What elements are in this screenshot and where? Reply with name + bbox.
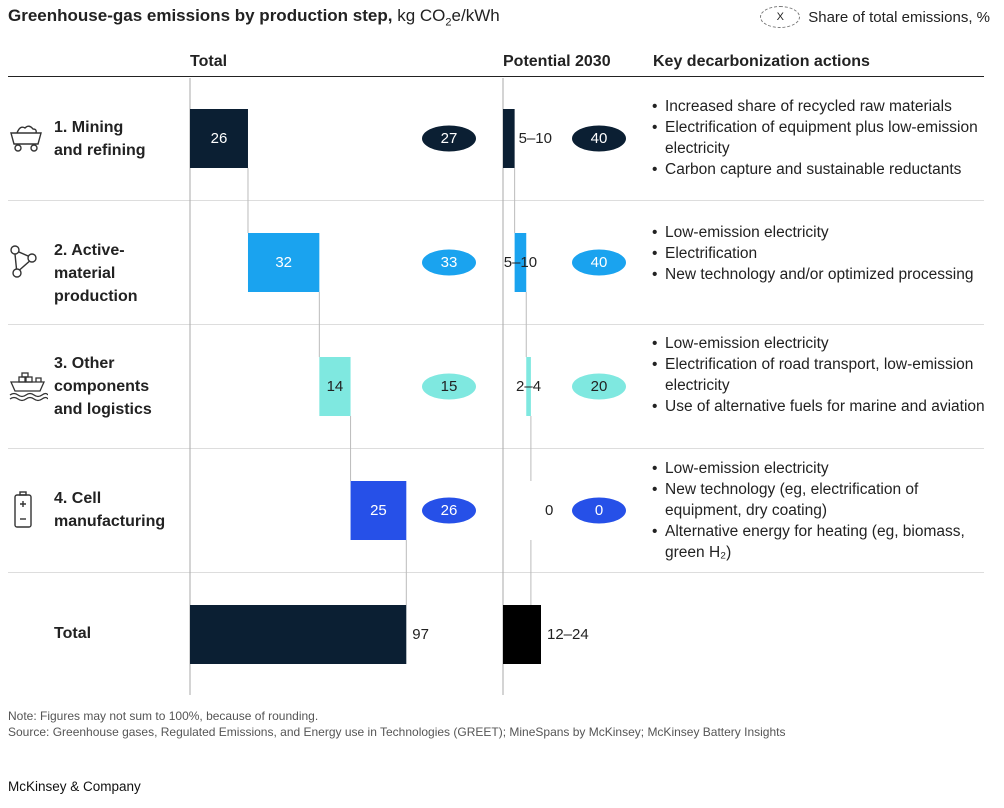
potential-label: 5–10 <box>504 254 537 271</box>
footnote: Note: Figures may not sum to 100%, becau… <box>8 709 319 723</box>
column-header-potential: Potential 2030 <box>503 53 611 70</box>
chart-title-unit: kg CO2e/kWh <box>397 6 500 29</box>
battery-icon <box>14 491 32 528</box>
row-separator <box>8 324 984 325</box>
actions-mining: Increased share of recycled raw material… <box>652 96 992 180</box>
potential-total-label: 12–24 <box>547 626 589 643</box>
potential-share-pill <box>572 373 626 400</box>
total-label: Total <box>54 625 92 642</box>
step-label-mining: 1. Mining and refining <box>54 119 146 159</box>
share-pill-label: 15 <box>441 378 458 395</box>
potential-label: 5–10 <box>519 130 552 147</box>
share-pill <box>422 249 476 276</box>
action-item: Alternative energy for heating (eg, biom… <box>652 521 992 563</box>
source-note: Source: Greenhouse gases, Regulated Emis… <box>8 725 786 739</box>
legend-label: Share of total emissions, % <box>808 8 990 26</box>
column-header-actions: Key decarbonization actions <box>653 53 870 70</box>
chart-title: Greenhouse-gas emissions by production s… <box>8 6 500 28</box>
potential-share-label: 40 <box>591 130 608 147</box>
total-bar-label: 14 <box>327 378 344 395</box>
actions-active-material: Low-emission electricity Electrification… <box>652 222 992 285</box>
share-pill <box>422 497 476 524</box>
total-bar-sum <box>190 605 407 664</box>
action-item: New technology and/or optimized processi… <box>652 264 992 285</box>
total-bar <box>190 109 248 168</box>
potential-share-pill <box>572 497 626 524</box>
potential-share-pill <box>572 125 626 152</box>
action-item: Electrification of equipment plus low-em… <box>652 117 992 159</box>
action-item: Increased share of recycled raw material… <box>652 96 992 117</box>
legend: X Share of total emissions, % <box>760 6 990 28</box>
potential-share-label: 40 <box>591 254 608 271</box>
total-bar-label: 25 <box>370 502 387 519</box>
share-pill-label: 26 <box>441 502 458 519</box>
actions-components: Low-emission electricity Electrification… <box>652 333 992 417</box>
action-item: New technology (eg, electrification of e… <box>652 479 992 521</box>
action-item: Electrification of road transport, low-e… <box>652 354 992 396</box>
share-pill-label: 27 <box>441 130 458 147</box>
mining-cart-icon <box>10 125 42 152</box>
potential-total-bar <box>503 605 541 664</box>
brand-logo: McKinsey & Company <box>8 779 141 794</box>
action-item: Low-emission electricity <box>652 222 992 243</box>
action-item: Carbon capture and sustainable reductant… <box>652 159 992 180</box>
potential-label: 0 <box>545 502 553 519</box>
potential-label: 2–4 <box>516 378 541 395</box>
total-bar <box>350 481 407 540</box>
chart-title-main: Greenhouse-gas emissions by production s… <box>8 6 393 25</box>
potential-share-label: 20 <box>591 378 608 395</box>
potential-bar <box>503 109 515 168</box>
step-label-components: 3. Other components and logistics <box>54 355 152 418</box>
potential-bar <box>514 233 527 292</box>
action-item: Electrification <box>652 243 992 264</box>
step-label-cell: 4. Cell manufacturing <box>54 490 166 530</box>
total-bar <box>319 357 351 416</box>
column-header-total: Total <box>190 53 228 70</box>
legend-marker: X <box>760 6 801 28</box>
total-bar-label: 26 <box>211 130 228 147</box>
action-item: Low-emission electricity <box>652 333 992 354</box>
action-item: Use of alternative fuels for marine and … <box>652 396 992 417</box>
potential-share-label: 0 <box>595 502 603 519</box>
header-rule <box>8 76 984 77</box>
share-pill <box>422 125 476 152</box>
cargo-ship-icon <box>9 372 48 402</box>
row-separator <box>8 448 984 449</box>
share-pill-label: 33 <box>441 254 458 271</box>
total-bar-label: 32 <box>275 254 292 271</box>
share-pill <box>422 373 476 400</box>
step-label-active-material: 2. Active-material production <box>54 242 138 305</box>
actions-cell: Low-emission electricity New technology … <box>652 458 992 563</box>
row-separator <box>8 200 984 201</box>
potential-share-pill <box>572 249 626 276</box>
potential-bar <box>526 357 531 416</box>
total-bar <box>247 233 320 292</box>
row-separator <box>8 572 984 573</box>
total-sum-label: 97 <box>412 626 429 643</box>
molecule-icon <box>10 245 37 278</box>
action-item: Low-emission electricity <box>652 458 992 479</box>
